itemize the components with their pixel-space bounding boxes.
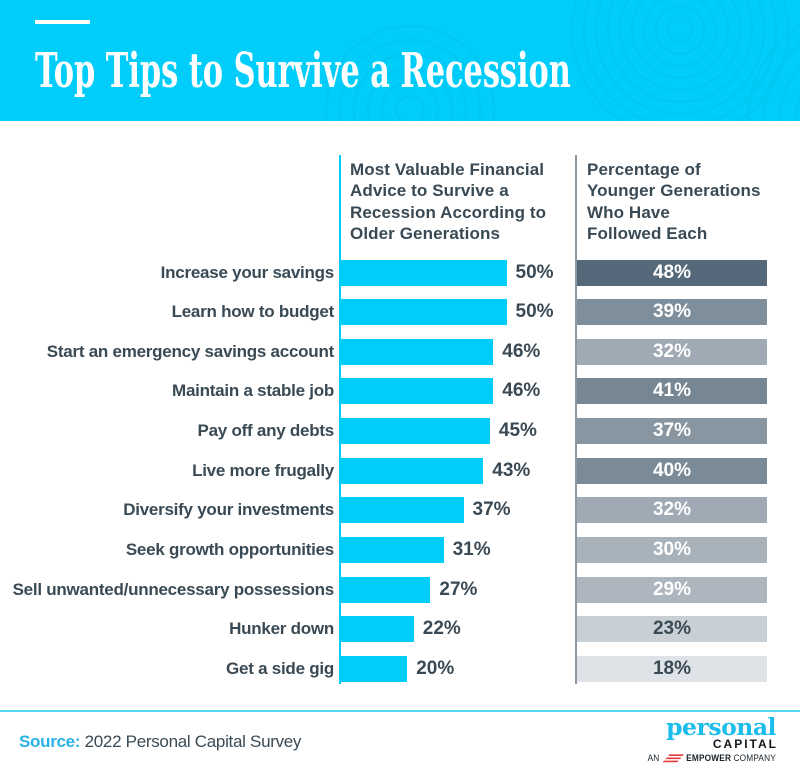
advice-bar-value: 31%: [452, 539, 491, 561]
source-label: Source:: [19, 732, 81, 751]
logo-tagline-an: AN: [647, 753, 660, 763]
advice-bar-value: 46%: [502, 340, 541, 362]
category-label: Pay off any debts: [197, 421, 334, 441]
category-label: Sell unwanted/unnecessary possessions: [12, 579, 335, 599]
bar-row: Learn how to budget 50% 39%: [0, 299, 800, 326]
category-label: Maintain a stable job: [172, 381, 334, 401]
advice-bar: [341, 338, 494, 365]
source-text: 2022 Personal Capital Survey: [80, 732, 302, 751]
page-title: Top Tips to Survive a Recession: [35, 43, 571, 99]
category-label: Diversify your investments: [123, 500, 334, 520]
followed-bar: 30%: [577, 537, 767, 564]
followed-bar: 32%: [577, 338, 767, 365]
advice-bar-value: 50%: [515, 261, 554, 283]
followed-bar: 29%: [577, 576, 767, 603]
empower-swoosh-icon: [662, 754, 684, 763]
logo-wordmark: personal: [666, 713, 776, 741]
category-label: Learn how to budget: [171, 302, 335, 322]
advice-bar: [341, 616, 414, 643]
advice-bar: [341, 576, 431, 603]
personal-capital-logo: personal CAPITAL AN EMPOWER COMPANY: [556, 713, 778, 763]
followed-bar: 37%: [577, 418, 767, 445]
followed-bar: 48%: [577, 259, 767, 286]
header-banner: Top Tips to Survive a Recession: [0, 0, 800, 121]
bar-row: Seek growth opportunities 31% 30%: [0, 537, 800, 564]
header-dash: [35, 20, 90, 24]
advice-bar: [341, 497, 464, 524]
advice-bar: [341, 259, 507, 286]
followed-bar: 40%: [577, 457, 767, 484]
advice-bar-value: 22%: [422, 618, 461, 640]
advice-bar-value: 20%: [416, 658, 455, 679]
bar-row: Maintain a stable job 46% 41%: [0, 378, 800, 405]
advice-bar: [341, 299, 507, 326]
advice-bar: [341, 418, 490, 445]
followed-bar: 18%: [577, 656, 767, 682]
category-label: Seek growth opportunities: [125, 540, 334, 560]
advice-bar: [341, 378, 494, 405]
bar-row: Hunker down 22% 23%: [0, 616, 800, 643]
left-axis-line: [339, 155, 341, 684]
followed-bar: 32%: [577, 497, 767, 524]
category-label: Start an emergency savings account: [46, 341, 334, 361]
bar-row: Start an emergency savings account 46% 3…: [0, 338, 800, 365]
category-label: Hunker down: [229, 619, 334, 639]
advice-bar-value: 45%: [498, 420, 537, 442]
source-line: Source: 2022 Personal Capital Survey: [19, 732, 301, 752]
logo-tagline: AN EMPOWER COMPANY: [574, 754, 776, 763]
advice-bar-value: 27%: [439, 578, 478, 600]
left-column-header: Most Valuable Financial Advice to Surviv…: [350, 160, 547, 243]
followed-bar: 39%: [577, 299, 767, 326]
advice-bar-value: 43%: [492, 459, 531, 481]
advice-bar-value: 46%: [502, 380, 541, 402]
footer-divider-line: [0, 710, 800, 712]
right-axis-line: [575, 155, 577, 684]
advice-bar: [341, 537, 444, 564]
bar-row: Pay off any debts 45% 37%: [0, 418, 800, 445]
bar-row: Diversify your investments 37% 32%: [0, 497, 800, 524]
category-label: Live more frugally: [192, 460, 334, 480]
logo-tagline-company: COMPANY: [733, 753, 776, 763]
bar-row: Live more frugally 43% 40%: [0, 457, 800, 484]
logo-tagline-empower: EMPOWER: [686, 753, 732, 763]
bar-row: Increase your savings 50% 48%: [0, 259, 800, 286]
footer: Source: 2022 Personal Capital Survey per…: [0, 707, 800, 773]
advice-bar-value: 50%: [515, 301, 554, 323]
followed-bar: 23%: [577, 616, 767, 643]
right-column-header: Percentage of Younger Generations Who Ha…: [587, 160, 761, 243]
category-label: Increase your savings: [160, 262, 335, 282]
chart-area: Most Valuable Financial Advice to Surviv…: [0, 121, 800, 707]
category-label: Get a side gig: [226, 659, 334, 678]
advice-bar: [341, 656, 408, 682]
advice-bar-value: 37%: [472, 499, 511, 521]
bar-row: Get a side gig 20% 18%: [0, 656, 800, 682]
advice-bar: [341, 457, 484, 484]
bar-row: Sell unwanted/unnecessary possessions 27…: [0, 576, 800, 603]
logo-submark: CAPITAL: [712, 737, 778, 751]
followed-bar: 41%: [577, 378, 767, 405]
